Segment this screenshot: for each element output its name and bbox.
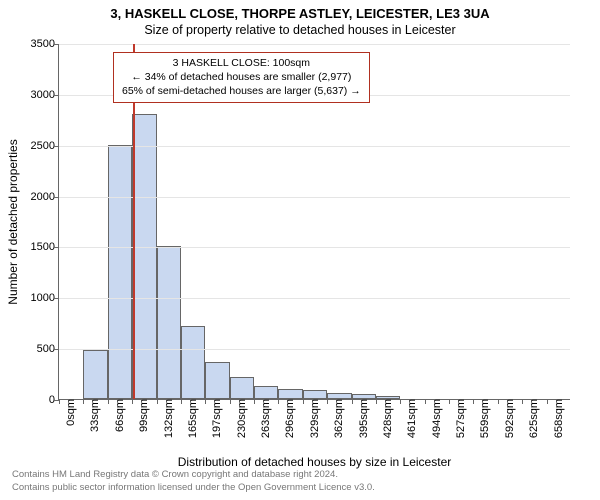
x-tick-label: 658sqm — [547, 399, 565, 438]
annotation-line3: 65% of semi-detached houses are larger (… — [122, 84, 361, 98]
x-tick-label: 99sqm — [132, 399, 150, 432]
annotation-line2: ← 34% of detached houses are smaller (2,… — [122, 70, 361, 84]
x-tick-label: 592sqm — [498, 399, 516, 438]
histogram-bar — [157, 246, 181, 399]
y-tick-mark — [54, 197, 59, 198]
x-tick-label: 625sqm — [522, 399, 540, 438]
x-tick-label: 395sqm — [352, 399, 370, 438]
histogram-bar — [108, 145, 132, 399]
annotation-box: 3 HASKELL CLOSE: 100sqm ← 34% of detache… — [113, 52, 370, 103]
histogram-bar — [254, 386, 278, 399]
x-tick-label: 296sqm — [278, 399, 296, 438]
x-tick-label: 329sqm — [303, 399, 321, 438]
y-tick-label: 3000 — [19, 89, 59, 101]
footer-line2: Contains public sector information licen… — [12, 482, 588, 494]
y-tick-mark — [54, 44, 59, 45]
histogram-bar — [205, 362, 229, 399]
y-tick-mark — [54, 95, 59, 96]
x-tick-label: 494sqm — [425, 399, 443, 438]
y-tick-label: 3500 — [19, 38, 59, 50]
chart-container: 3 HASKELL CLOSE: 100sqm ← 34% of detache… — [58, 44, 570, 400]
gridline — [59, 247, 570, 248]
y-tick-label: 500 — [19, 343, 59, 355]
chart-title-address: 3, HASKELL CLOSE, THORPE ASTLEY, LEICEST… — [0, 0, 600, 21]
y-tick-label: 2500 — [19, 140, 59, 152]
x-tick-label: 461sqm — [400, 399, 418, 438]
footer-line1: Contains HM Land Registry data © Crown c… — [12, 469, 588, 481]
x-tick-label: 559sqm — [473, 399, 491, 438]
gridline — [59, 349, 570, 350]
histogram-bar — [132, 114, 156, 399]
y-tick-mark — [54, 146, 59, 147]
histogram-bar — [230, 377, 254, 399]
y-tick-label: 0 — [19, 394, 59, 406]
annotation-line1: 3 HASKELL CLOSE: 100sqm — [122, 56, 361, 70]
gridline — [59, 197, 570, 198]
x-axis-label: Distribution of detached houses by size … — [178, 455, 452, 469]
chart-subtitle: Size of property relative to detached ho… — [0, 21, 600, 37]
x-tick-label: 165sqm — [181, 399, 199, 438]
y-tick-label: 1500 — [19, 241, 59, 253]
x-tick-label: 132sqm — [157, 399, 175, 438]
y-tick-mark — [54, 349, 59, 350]
x-tick-label: 428sqm — [376, 399, 394, 438]
histogram-bar — [83, 350, 107, 399]
x-tick-label: 527sqm — [449, 399, 467, 438]
plot-area: 3 HASKELL CLOSE: 100sqm ← 34% of detache… — [58, 44, 570, 400]
y-tick-label: 2000 — [19, 191, 59, 203]
x-tick-label: 263sqm — [254, 399, 272, 438]
x-tick-label: 66sqm — [108, 399, 126, 432]
y-tick-label: 1000 — [19, 292, 59, 304]
x-tick-label: 362sqm — [327, 399, 345, 438]
x-tick-label: 33sqm — [83, 399, 101, 432]
gridline — [59, 298, 570, 299]
histogram-bar — [181, 326, 205, 399]
gridline — [59, 146, 570, 147]
x-tick-label: 0sqm — [59, 399, 77, 426]
x-tick-label: 230sqm — [230, 399, 248, 438]
x-tick-label: 197sqm — [205, 399, 223, 438]
y-axis-label: Number of detached properties — [6, 139, 20, 304]
y-tick-mark — [54, 247, 59, 248]
footer-attribution: Contains HM Land Registry data © Crown c… — [12, 469, 588, 494]
y-tick-mark — [54, 298, 59, 299]
histogram-bar — [303, 390, 327, 399]
gridline — [59, 44, 570, 45]
histogram-bar — [278, 389, 302, 399]
